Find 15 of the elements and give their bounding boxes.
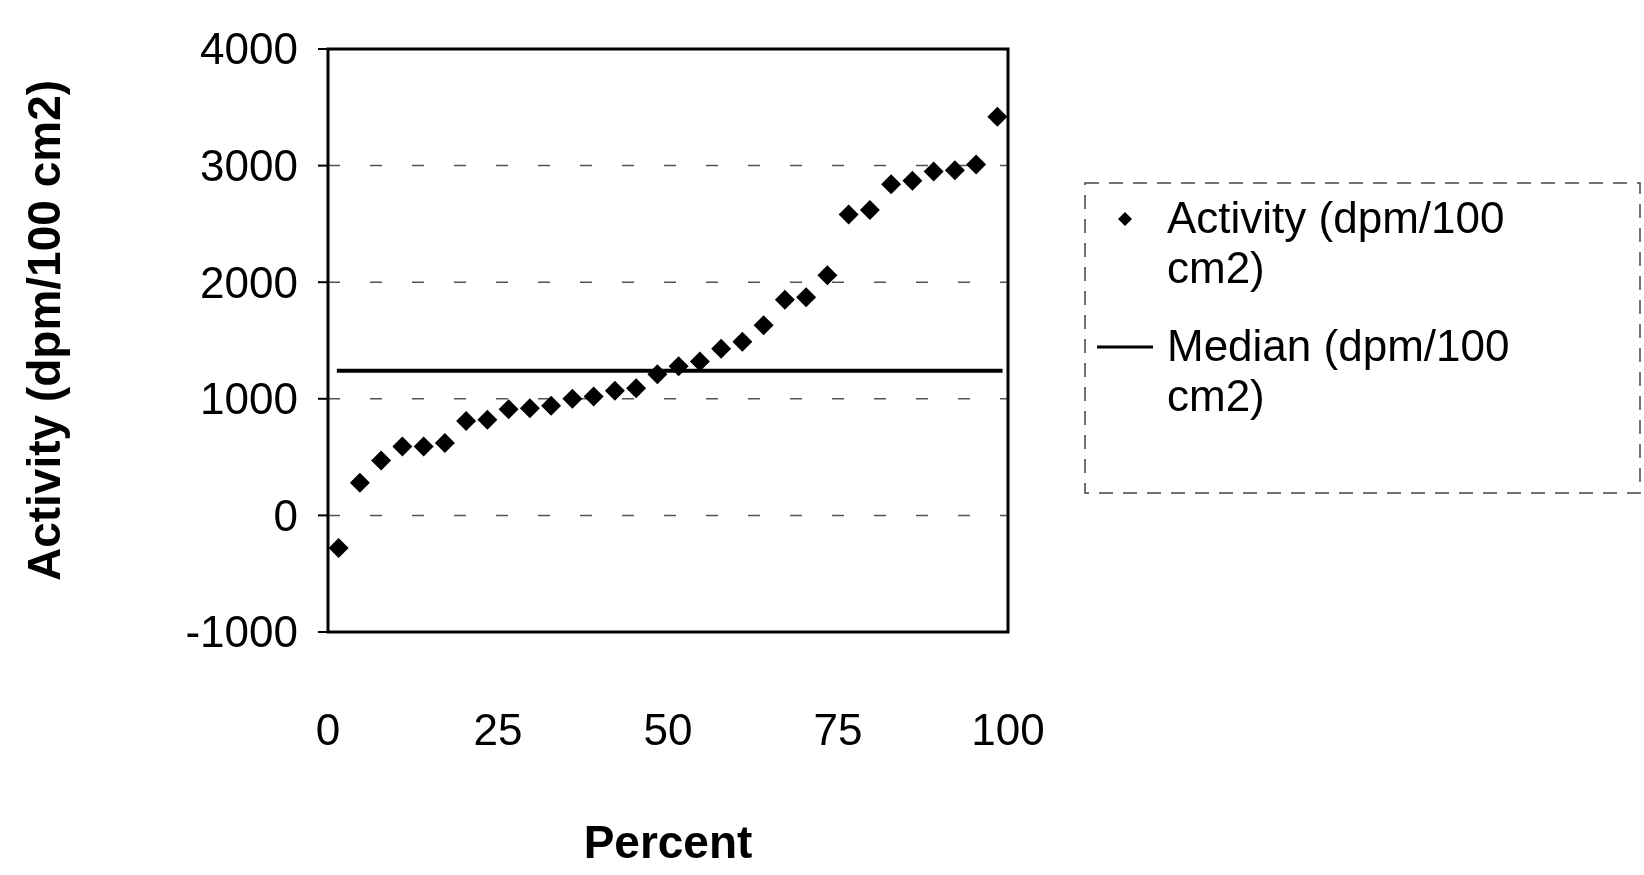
y-axis-title: Activity (dpm/100 cm2) — [18, 79, 70, 582]
x-tick-label: 25 — [473, 705, 523, 754]
y-tick-label: 1000 — [200, 374, 298, 424]
x-tick-label: 0 — [315, 705, 341, 754]
legend-label: Median (dpm/100 cm2) — [1167, 321, 1510, 420]
y-tick-label: 0 — [273, 490, 298, 540]
y-tick-label: 2000 — [200, 257, 298, 307]
y-tick-label: 4000 — [200, 24, 298, 74]
x-tick-label: 50 — [643, 705, 693, 754]
x-axis-title: Percent — [583, 816, 753, 868]
x-tick-label: 100 — [971, 705, 1045, 754]
y-tick-label: -1000 — [185, 607, 298, 657]
x-tick-label: 75 — [813, 705, 863, 754]
y-tick-label: 3000 — [200, 141, 298, 190]
legend-label: Activity (dpm/100 cm2) — [1167, 193, 1505, 292]
